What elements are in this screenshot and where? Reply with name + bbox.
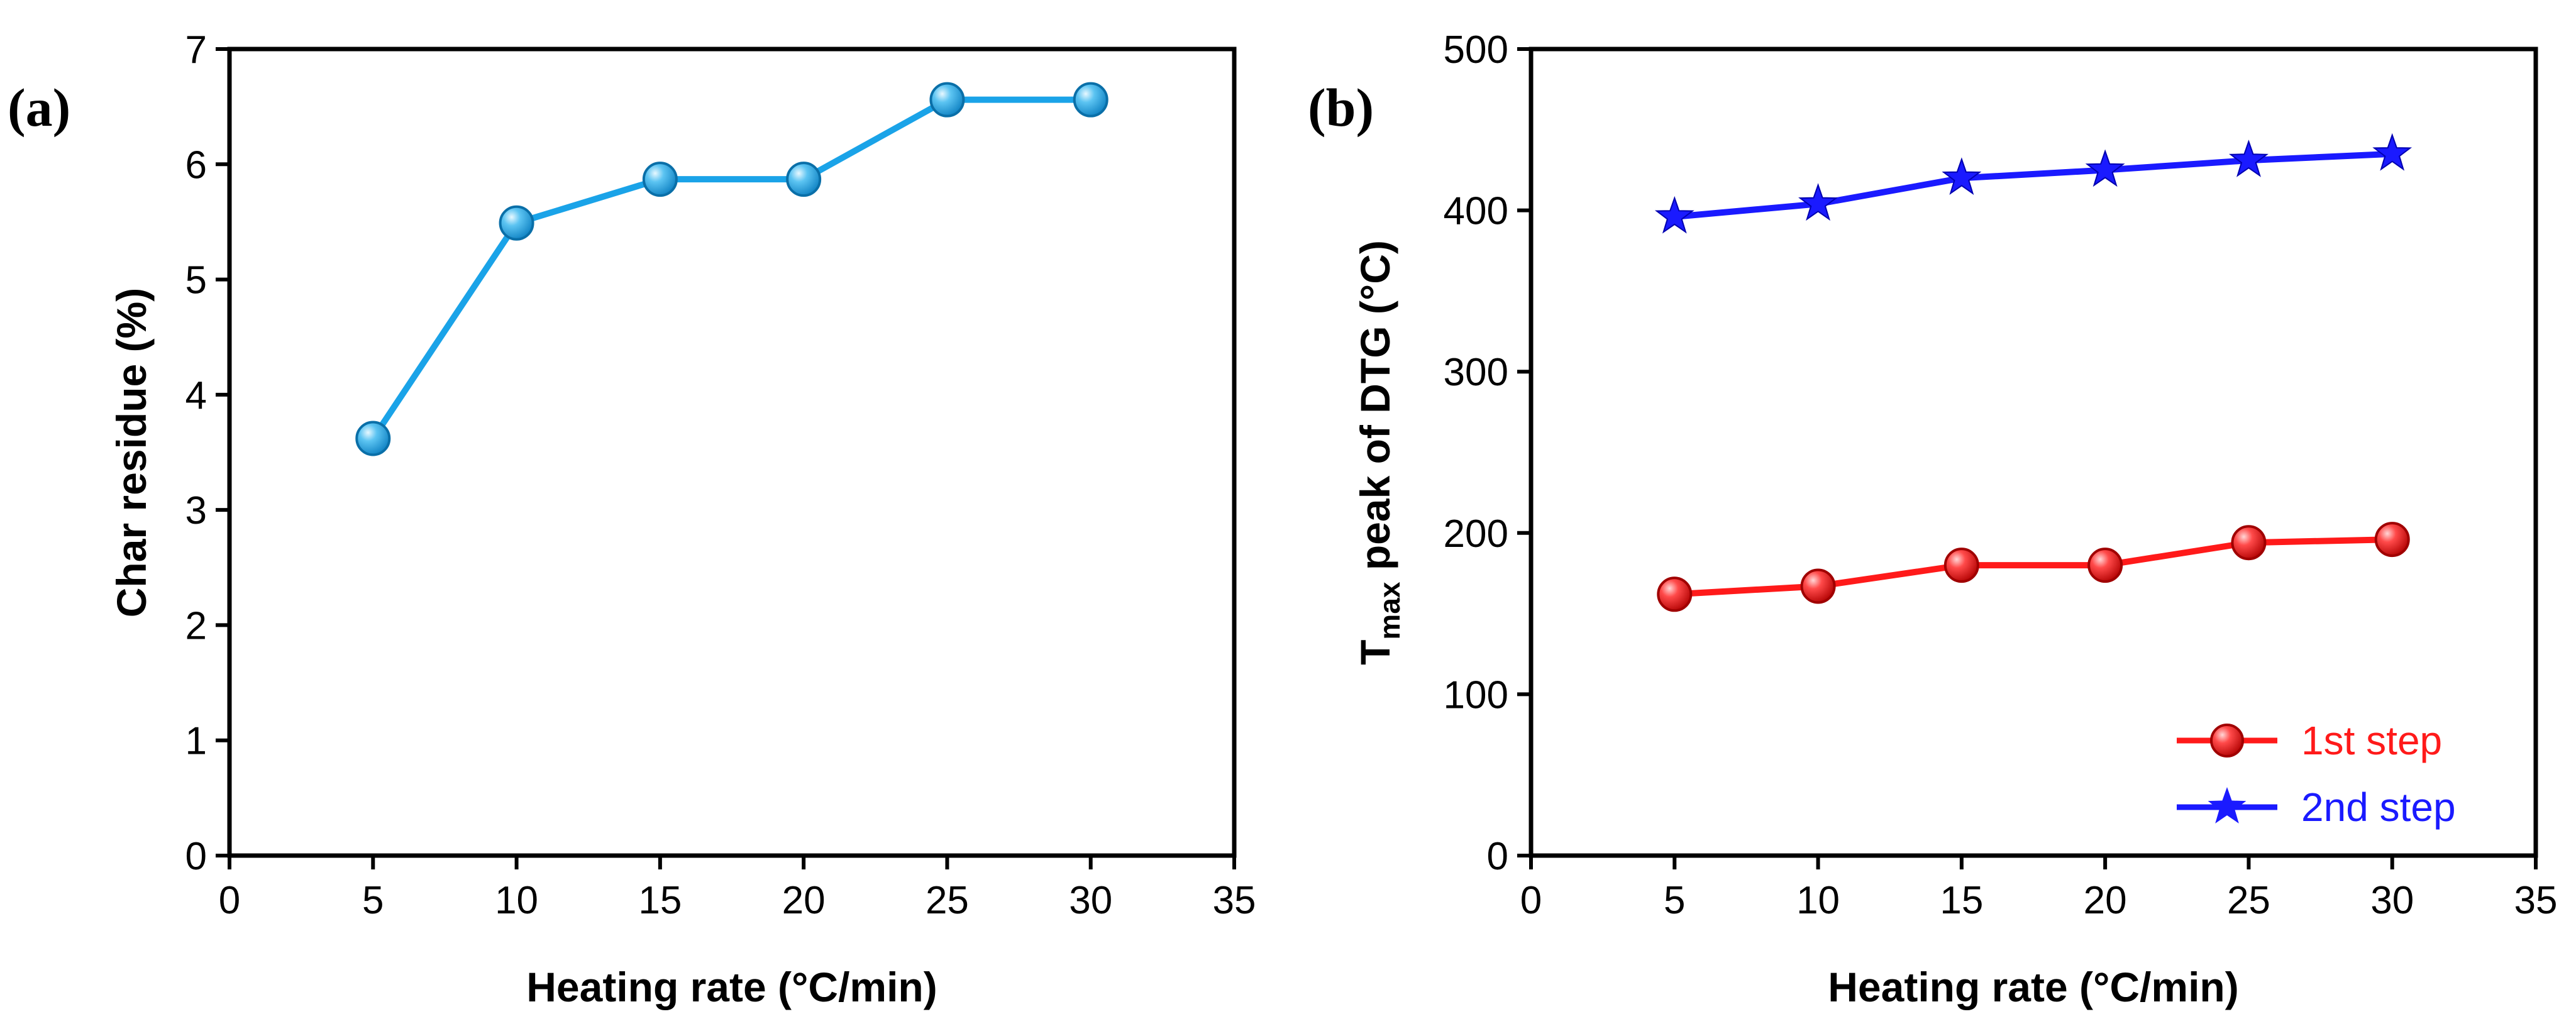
data-point xyxy=(355,421,391,456)
x-tick-label: 15 xyxy=(638,879,682,922)
y-tick-label: 7 xyxy=(185,28,207,72)
panel-a-x-axis: 0 5 10 15 20 25 30 35 xyxy=(219,856,1256,922)
data-point xyxy=(2372,133,2413,171)
y-tick-label: 5 xyxy=(185,259,207,302)
legend-item-1st-step: 1st step xyxy=(2177,718,2442,763)
x-tick-label: 25 xyxy=(2227,879,2270,922)
legend-1st-step-label: 1st step xyxy=(2301,718,2442,763)
x-tick-label: 35 xyxy=(1213,879,1256,922)
panel-a-label: (a) xyxy=(8,77,70,138)
x-tick-label: 10 xyxy=(1796,879,1840,922)
series-line xyxy=(1674,536,2392,598)
x-tick-label: 20 xyxy=(782,879,826,922)
x-tick-label: 25 xyxy=(926,879,969,922)
y-tick-label: 6 xyxy=(185,143,207,187)
panel-a-y-axis-title: Char residue (%) xyxy=(108,288,155,617)
y-tick-label: 0 xyxy=(1487,835,1508,878)
data-point xyxy=(1657,576,1693,612)
y-tick-label: 500 xyxy=(1444,28,1508,72)
data-point xyxy=(1654,196,1694,234)
panel-b-plot-frame xyxy=(1528,47,2538,858)
legend-2nd-step-marker xyxy=(2208,787,2247,824)
panel-a: (a) 0 5 10 15 20 25 30 35 0 1 2 3 4 5 6 7 Heating rate… xyxy=(8,28,1256,1010)
y-tick-label: 3 xyxy=(185,489,207,532)
panel-a-x-axis-title: Heating rate (°C/min) xyxy=(526,964,937,1010)
y-tick-label: 4 xyxy=(185,374,207,417)
y-tick-label: 200 xyxy=(1444,512,1508,556)
y-tick-label: 400 xyxy=(1444,190,1508,233)
panel-b-x-axis: 0 5 10 15 20 25 30 35 xyxy=(1520,856,2558,922)
data-point xyxy=(2229,140,2269,177)
series-line xyxy=(370,96,1091,441)
data-point xyxy=(499,205,534,241)
x-tick-label: 15 xyxy=(1940,879,1983,922)
data-point xyxy=(1800,568,1836,604)
x-tick-label: 0 xyxy=(1520,879,1542,922)
x-tick-label: 30 xyxy=(2370,879,2414,922)
data-point xyxy=(2374,522,2410,558)
y-title-rest: peak of DTG (°C) xyxy=(1352,240,1398,581)
data-point xyxy=(1942,157,1982,196)
y-title-main: T xyxy=(1352,640,1398,665)
series-line xyxy=(1674,150,2392,220)
data-point xyxy=(2085,149,2125,187)
legend-2nd-step-label: 2nd step xyxy=(2301,785,2456,830)
data-point xyxy=(642,162,678,197)
data-point xyxy=(786,162,822,197)
x-tick-label: 20 xyxy=(2084,879,2127,922)
panel-b-y-axis: 0 100 200 300 400 500 xyxy=(1444,28,1531,878)
panel-a-series xyxy=(355,82,1108,456)
y-tick-label: 300 xyxy=(1444,351,1508,394)
y-tick-label: 100 xyxy=(1444,673,1508,717)
legend: 1st step 2nd step xyxy=(2177,718,2456,830)
legend-1st-step-marker xyxy=(2210,724,2244,758)
x-tick-label: 10 xyxy=(495,879,538,922)
data-point xyxy=(929,82,965,118)
legend-item-2nd-step: 2nd step xyxy=(2177,785,2456,830)
x-tick-label: 5 xyxy=(362,879,384,922)
panel-a-y-axis: 0 1 2 3 4 5 6 7 xyxy=(185,28,229,878)
y-tick-label: 0 xyxy=(185,835,207,878)
x-tick-label: 0 xyxy=(219,879,240,922)
panel-b: (b) 0 5 10 15 20 25 30 35 0 100 200 300 400 500 Heat… xyxy=(1308,28,2557,1010)
data-point xyxy=(1073,82,1108,118)
panel-b-x-axis-title: Heating rate (°C/min) xyxy=(1828,964,2238,1010)
x-tick-label: 30 xyxy=(1069,879,1112,922)
panel-b-label: (b) xyxy=(1308,77,1374,138)
panel-a-plot-frame xyxy=(227,47,1237,858)
panel-b-series xyxy=(1654,133,2413,612)
data-point xyxy=(1798,183,1838,221)
data-point xyxy=(2087,548,2123,583)
data-point xyxy=(1943,548,1979,583)
x-tick-label: 5 xyxy=(1664,879,1685,922)
panel-b-y-axis-title: Tmax peak of DTG (°C) xyxy=(1352,240,1406,665)
y-title-subscript: max xyxy=(1373,581,1406,639)
data-point xyxy=(2231,525,2267,561)
y-tick-label: 2 xyxy=(185,604,207,648)
x-tick-label: 35 xyxy=(2514,879,2558,922)
y-tick-label: 1 xyxy=(185,720,207,763)
